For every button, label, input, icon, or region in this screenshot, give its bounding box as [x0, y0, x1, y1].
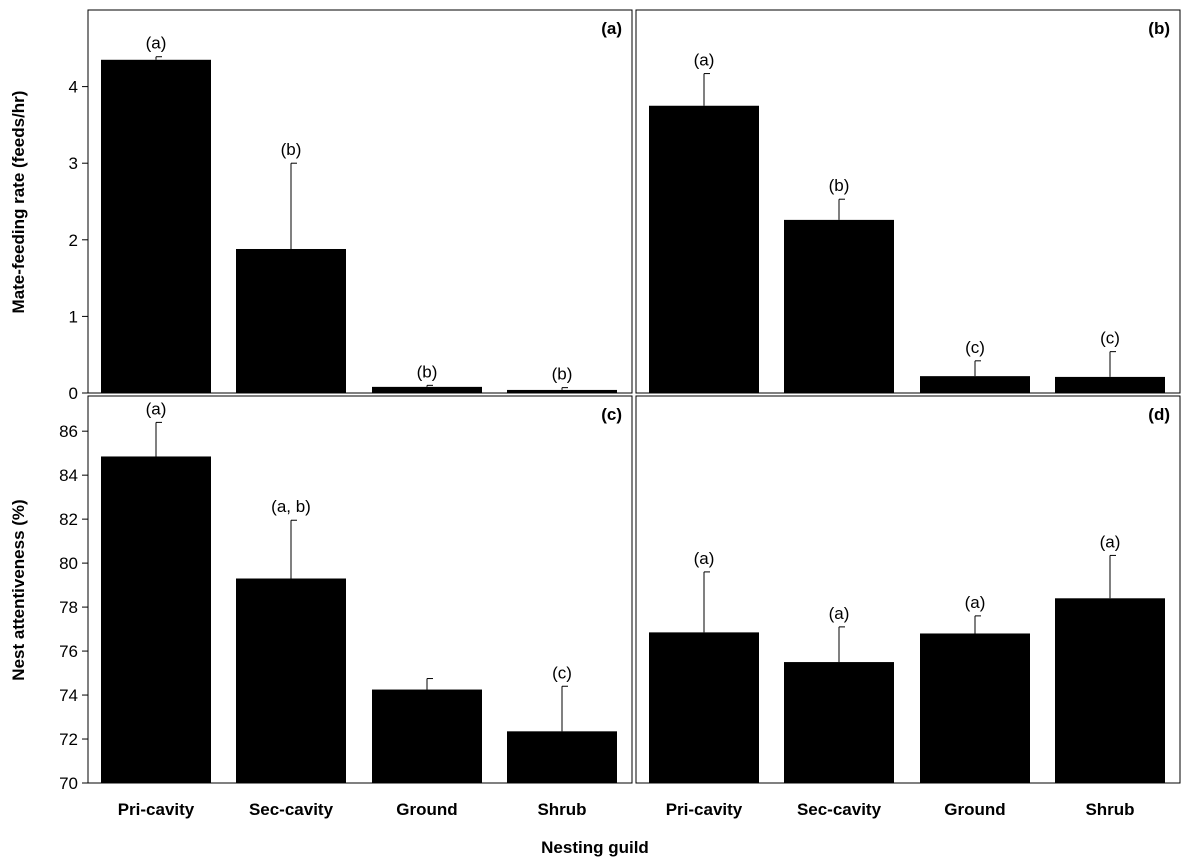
bar-shrub: [1055, 376, 1165, 393]
y-tick-label: 2: [69, 231, 78, 250]
significance-label: (a, b): [271, 497, 311, 516]
panel-frame: [635, 395, 1181, 784]
panel-2: (b) (a) (b) (c) (c): [635, 9, 1181, 394]
bar-ground: [920, 633, 1030, 783]
category-label: Pri-cavity: [666, 800, 743, 819]
y-tick-label: 3: [69, 154, 78, 173]
y-tick-label: 74: [59, 686, 78, 705]
category-label: Sec-cavity: [797, 800, 882, 819]
bar-pri-cavity: [649, 105, 759, 393]
y-tick-label: 72: [59, 730, 78, 749]
significance-label: (a): [146, 34, 167, 53]
bar-pri-cavity: [101, 456, 211, 783]
y-tick-label: 80: [59, 554, 78, 573]
y-tick-label: 78: [59, 598, 78, 617]
panel-3: (c) 70 72 74 76 78 80 82 84 86 (a) Pri-cavity (a, b)…: [59, 395, 633, 819]
bar-ground: [372, 386, 482, 393]
bar-sec-cavity: [236, 248, 346, 393]
significance-label: (b): [281, 140, 302, 159]
bar-shrub: [507, 731, 617, 783]
significance-label: (a): [694, 51, 715, 70]
chart-panels: (a) 0 1 2 3 4 (a) (b) (b) (b) (b) (a) (b) (c) (c) (c) 70…: [59, 9, 1181, 819]
significance-label: (b): [552, 365, 573, 384]
bar-sec-cavity: [236, 578, 346, 783]
category-label: Ground: [396, 800, 457, 819]
panel-1: (a) 0 1 2 3 4 (a) (b) (b) (b): [69, 9, 633, 403]
panel-label: (d): [1148, 405, 1170, 424]
panel-label: (c): [601, 405, 622, 424]
panel-frame: [635, 9, 1181, 394]
y-tick-label: 1: [69, 307, 78, 326]
y-tick-label: 4: [69, 78, 78, 97]
bar-sec-cavity: [784, 219, 894, 393]
y-axis-title-top: Mate-feeding rate (feeds/hr): [9, 91, 28, 314]
panel-label: (a): [601, 19, 622, 38]
panel-4: (d) (a) Pri-cavity (a) Sec-cavity (a) Ground (a…: [635, 395, 1181, 819]
bar-sec-cavity: [784, 662, 894, 783]
panel-frame: [87, 9, 633, 394]
significance-label: (b): [417, 362, 438, 381]
y-tick-label: 82: [59, 510, 78, 529]
category-label: Sec-cavity: [249, 800, 334, 819]
significance-label: (a): [965, 593, 986, 612]
significance-label: (c): [552, 663, 572, 682]
bar-ground: [920, 376, 1030, 393]
panel-frame: [87, 395, 633, 784]
significance-label: (c): [965, 338, 985, 357]
significance-label: (b): [829, 176, 850, 195]
bar-ground: [372, 689, 482, 783]
y-tick-label: 84: [59, 466, 78, 485]
bar-pri-cavity: [649, 632, 759, 783]
category-label: Shrub: [537, 800, 586, 819]
significance-label: (a): [694, 549, 715, 568]
bar-shrub: [507, 389, 617, 393]
y-tick-label: 86: [59, 422, 78, 441]
bar-pri-cavity: [101, 59, 211, 393]
panel-label: (b): [1148, 19, 1170, 38]
x-axis-title: Nesting guild: [541, 838, 649, 857]
category-label: Pri-cavity: [118, 800, 195, 819]
category-label: Ground: [944, 800, 1005, 819]
significance-label: (a): [1100, 532, 1121, 551]
y-tick-label: 0: [69, 384, 78, 403]
category-label: Shrub: [1085, 800, 1134, 819]
significance-label: (a): [146, 399, 167, 418]
y-tick-label: 70: [59, 774, 78, 793]
bar-shrub: [1055, 598, 1165, 783]
y-tick-label: 76: [59, 642, 78, 661]
y-axis-title-bottom: Nest attentiveness (%): [9, 499, 28, 680]
significance-label: (a): [829, 604, 850, 623]
significance-label: (c): [1100, 329, 1120, 348]
